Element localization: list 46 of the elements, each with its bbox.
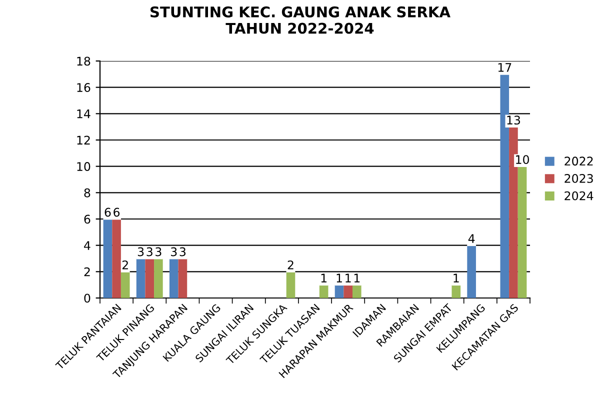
data-label: 1	[354, 274, 360, 282]
data-label: 13	[507, 116, 520, 125]
data-label: 4	[468, 234, 475, 243]
data-label: 3	[138, 247, 144, 256]
bar	[319, 284, 328, 298]
y-tick-label: 0	[84, 294, 90, 303]
legend-label: 2023	[564, 174, 593, 183]
y-tick-label: 6	[84, 214, 90, 224]
bar	[136, 258, 146, 298]
y-tick-label: 4	[84, 241, 90, 250]
legend-label: 2022	[564, 156, 593, 166]
bar	[112, 219, 121, 298]
bar	[154, 258, 163, 298]
y-tick-label: 10	[77, 162, 90, 171]
data-label: 1	[336, 274, 342, 282]
y-tick-label: 18	[77, 56, 90, 66]
y-tick-label: 12	[77, 136, 90, 144]
data-label: 10	[516, 155, 530, 164]
data-label: 3	[146, 247, 152, 256]
y-tick-label: 2	[84, 267, 90, 276]
bar	[169, 258, 178, 298]
y-tick-label: 16	[77, 83, 90, 92]
bar	[103, 219, 112, 298]
bar	[344, 284, 352, 298]
bar	[286, 272, 296, 298]
data-label: 3	[180, 247, 186, 256]
bar	[145, 258, 154, 298]
data-label: 1	[454, 274, 459, 282]
bar	[334, 284, 344, 298]
y-tick-label: 14	[77, 110, 90, 118]
data-label: 1	[346, 274, 351, 282]
chart-title: STUNTING KEC. GAUNG ANAK SERKA TAHUN 2022-2024	[150, 6, 450, 34]
y-tick-label: 8	[84, 188, 90, 198]
data-label: 2	[122, 260, 128, 270]
data-label: 17	[498, 63, 512, 72]
data-label: 3	[171, 247, 177, 256]
legend-label: 2024	[564, 191, 594, 200]
bar	[467, 245, 476, 298]
data-label: 1	[321, 274, 326, 282]
bar	[452, 284, 461, 298]
data-label: 6	[114, 208, 120, 217]
bar	[178, 258, 188, 298]
data-label: 2	[288, 260, 294, 270]
bar	[352, 284, 362, 298]
data-label: 3	[156, 247, 162, 256]
data-label: 6	[104, 208, 111, 217]
